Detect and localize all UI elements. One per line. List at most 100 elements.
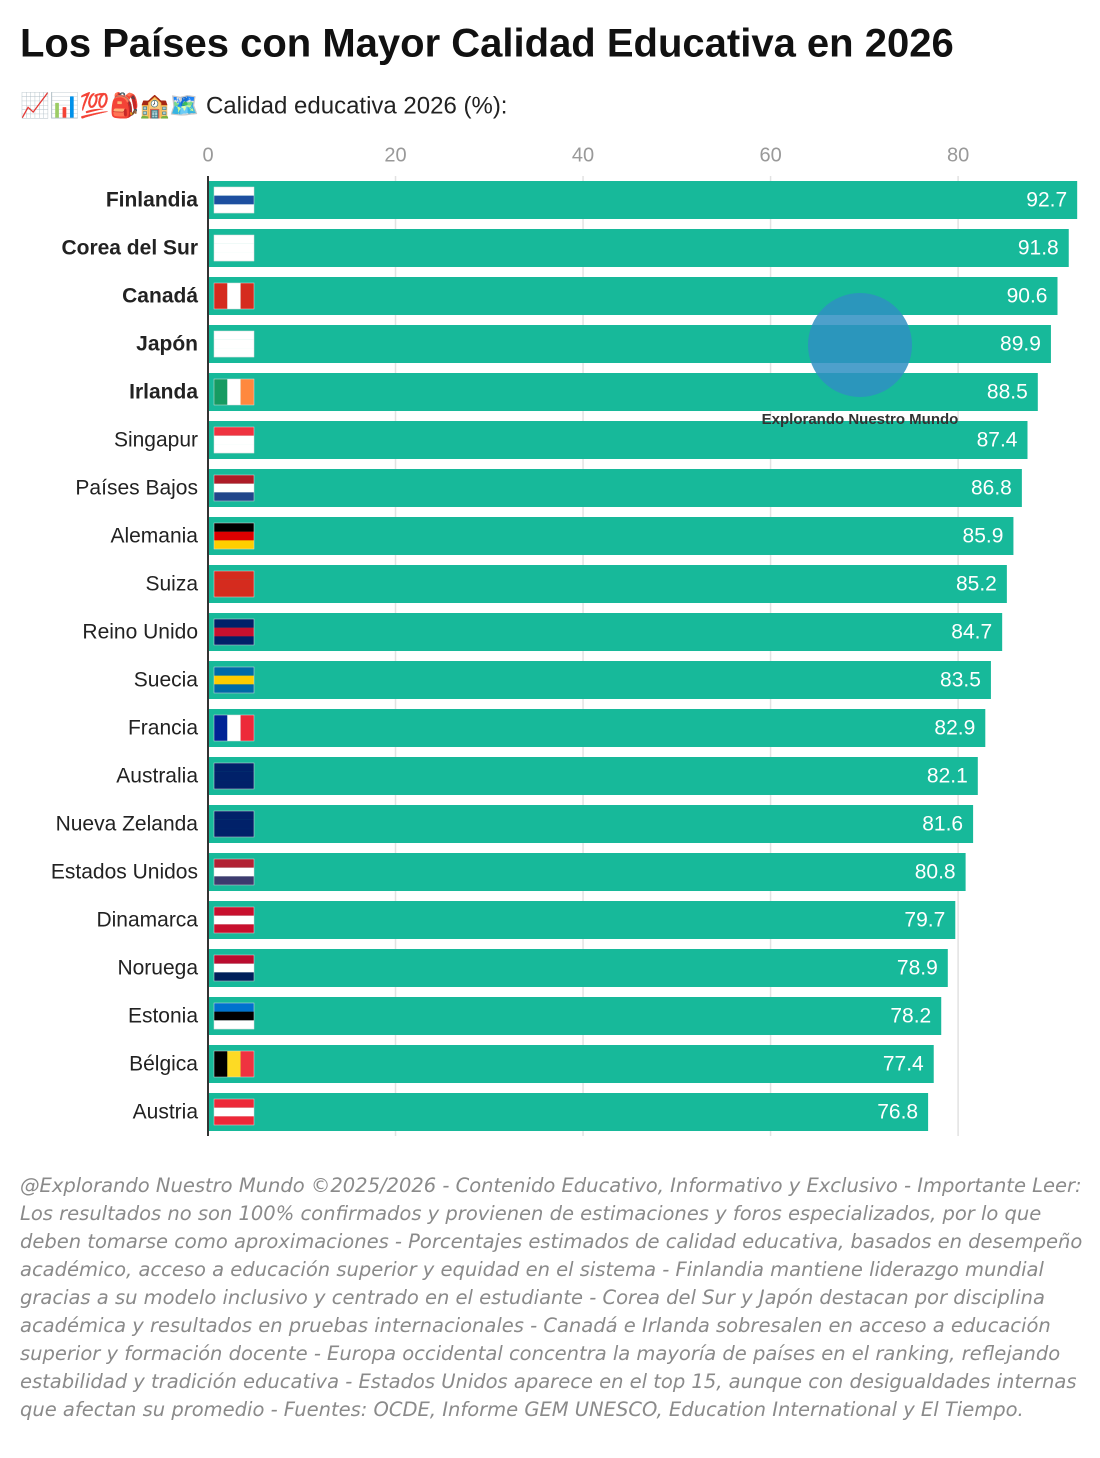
flag-stripe	[214, 588, 254, 598]
y-tick-label: Australia	[116, 765, 198, 788]
y-tick-label: Países Bajos	[75, 477, 198, 500]
flag-stripe	[214, 1116, 254, 1126]
flag-stripe	[227, 283, 241, 309]
flag-stripe	[214, 619, 254, 628]
flag-icon	[213, 378, 255, 406]
y-tick-label: Francia	[128, 717, 198, 740]
flag-stripe	[214, 1011, 254, 1021]
flag-icon	[213, 234, 255, 262]
y-tick-label: Singapur	[114, 429, 198, 452]
flag-stripe	[214, 780, 254, 790]
bar	[208, 901, 956, 939]
flag-stripe	[214, 483, 254, 493]
flag-stripe	[214, 531, 254, 541]
flag-stripe	[214, 444, 254, 454]
flag-icon	[213, 186, 255, 214]
flag-icon	[213, 474, 255, 502]
bar	[208, 949, 948, 987]
value-label: 87.4	[977, 429, 1018, 452]
footnote: @Explorando Nuestro Mundo ©2025/2026 - C…	[20, 1174, 1083, 1421]
flag-stripe	[240, 1051, 254, 1077]
flag-stripe	[214, 475, 254, 484]
value-label: 81.6	[922, 813, 963, 836]
y-tick-label: Finlandia	[106, 189, 198, 212]
flag-border	[213, 474, 255, 502]
flag-stripe	[227, 1051, 241, 1077]
flag-stripe	[227, 715, 241, 741]
y-tick-label: Estonia	[128, 1005, 198, 1028]
value-label: 78.2	[890, 1005, 931, 1028]
flag-stripe	[240, 715, 254, 741]
bar	[208, 565, 1007, 603]
flag-stripe	[214, 1020, 254, 1030]
flag-border	[213, 666, 255, 694]
y-tick-label: Dinamarca	[96, 909, 198, 932]
bar	[208, 181, 1078, 219]
flag-icon	[213, 618, 255, 646]
flag-icon	[213, 522, 255, 550]
value-label: 76.8	[877, 1101, 918, 1124]
x-tick-label: 0	[202, 144, 213, 166]
flag-border	[213, 1098, 255, 1126]
flag-stripe	[214, 235, 254, 244]
flag-icon	[213, 858, 255, 886]
flag-stripe	[214, 1099, 254, 1108]
y-tick-label: Corea del Sur	[61, 237, 198, 260]
bar	[208, 421, 1028, 459]
flag-stripe	[214, 771, 254, 781]
flag-stripe	[214, 867, 254, 877]
flag-border	[213, 906, 255, 934]
y-tick-label: Japón	[136, 333, 198, 356]
flag-icon	[213, 1050, 255, 1078]
bar	[208, 1093, 929, 1131]
flag-stripe	[214, 435, 254, 445]
flag-border	[213, 186, 255, 214]
bar	[208, 517, 1014, 555]
flag-stripe	[214, 492, 254, 502]
x-tick-label: 80	[947, 144, 969, 166]
value-label: 78.9	[897, 957, 938, 980]
flag-icon	[213, 954, 255, 982]
flag-stripe	[214, 283, 228, 309]
flag-stripe	[214, 859, 254, 868]
flag-stripe	[214, 1051, 228, 1077]
y-tick-label: Suiza	[145, 573, 198, 596]
bar	[208, 853, 966, 891]
flag-border	[213, 282, 255, 310]
value-label: 85.9	[963, 525, 1004, 548]
x-tick-label: 20	[384, 144, 406, 166]
flag-stripe	[214, 636, 254, 646]
flag-stripe	[214, 955, 254, 964]
value-label: 85.2	[956, 573, 997, 596]
chart-subtitle: 📈📊💯🎒🏫🗺️ Calidad educativa 2026 (%):	[20, 91, 507, 119]
chart: Los Países con Mayor Calidad Educativa e…	[20, 22, 1078, 1136]
flag-stripe	[214, 819, 254, 829]
flag-stripe	[214, 828, 254, 838]
y-tick-label: Austria	[133, 1101, 199, 1124]
bar	[208, 277, 1058, 315]
value-label: 90.6	[1007, 285, 1048, 308]
flag-icon	[213, 1002, 255, 1030]
flag-border	[213, 858, 255, 886]
flag-stripe	[214, 684, 254, 694]
bar	[208, 997, 942, 1035]
bar	[208, 373, 1038, 411]
flag-stripe	[214, 379, 228, 405]
value-label: 83.5	[940, 669, 981, 692]
flag-border	[213, 330, 255, 358]
bar	[208, 1045, 934, 1083]
y-tick-label: Irlanda	[129, 381, 198, 404]
value-label: 84.7	[951, 621, 992, 644]
flag-stripe	[240, 283, 254, 309]
watermark-globe	[808, 293, 912, 397]
flag-border	[213, 1002, 255, 1030]
y-tick-label: Estados Unidos	[51, 861, 198, 884]
flag-border	[213, 570, 255, 598]
watermark-text: Explorando Nuestro Mundo	[762, 411, 959, 428]
chart-title: Los Países con Mayor Calidad Educativa e…	[20, 22, 954, 66]
flag-border	[213, 426, 255, 454]
y-tick-label: Alemania	[110, 525, 198, 548]
flag-stripe	[214, 667, 254, 676]
flag-border	[213, 1050, 255, 1078]
